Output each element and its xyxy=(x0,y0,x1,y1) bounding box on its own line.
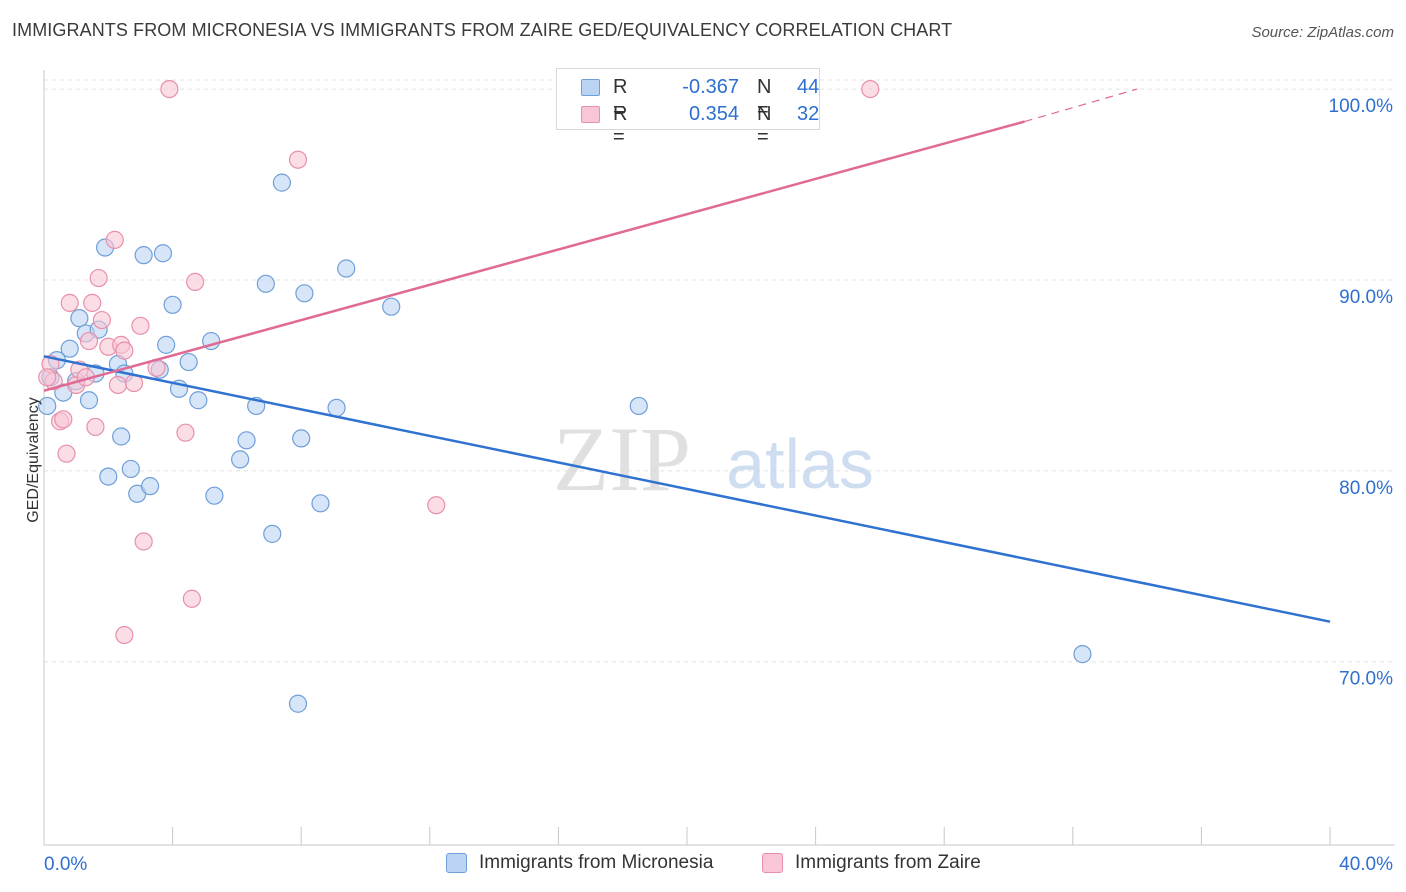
micronesia-point xyxy=(1073,645,1092,664)
stats-legend: R = -0.367 N = 44 R = 0.354 N = 32 xyxy=(556,68,820,148)
micronesia-point xyxy=(79,391,99,410)
micronesia-point xyxy=(256,274,275,293)
zaire-point xyxy=(57,444,76,463)
r-value: -0.367 xyxy=(682,76,739,98)
zaire-point xyxy=(105,230,124,249)
micronesia-point xyxy=(272,173,292,192)
zaire-point xyxy=(160,79,179,99)
micronesia-trend-line xyxy=(43,355,1331,623)
zaire-point xyxy=(79,331,99,351)
zaire-point xyxy=(89,268,108,288)
zaire-point xyxy=(288,150,308,169)
legend-label: Immigrants from Micronesia xyxy=(479,852,714,873)
r-label: R = xyxy=(613,76,628,121)
n-label: N = xyxy=(757,76,772,121)
y-axis-label: GED/Equivalency xyxy=(25,397,42,523)
micronesia-point xyxy=(70,309,89,328)
zaire-trend-extension xyxy=(1024,88,1138,123)
zaire-point xyxy=(134,532,153,551)
micronesia-point xyxy=(231,450,250,469)
micronesia-point xyxy=(157,335,176,354)
micronesia-point xyxy=(60,339,79,358)
zaire-point xyxy=(182,589,201,608)
micronesia-point xyxy=(134,246,153,265)
zaire-point xyxy=(108,375,128,395)
zaire-point xyxy=(115,341,134,360)
x-tick-label-min: 0.0% xyxy=(44,854,87,875)
n-label: N = xyxy=(757,103,772,148)
axis-layer xyxy=(43,70,1395,846)
micronesia-point xyxy=(327,398,346,417)
micronesia-point xyxy=(112,427,131,446)
zaire-point xyxy=(38,368,57,387)
zaire-point xyxy=(86,417,105,437)
trend-layer xyxy=(43,88,1331,623)
micronesia-point xyxy=(629,396,648,416)
watermark-atlas: atlas xyxy=(726,425,874,503)
y-tick-label: 90.0% xyxy=(1339,287,1393,308)
y-tick-label: 80.0% xyxy=(1339,478,1393,499)
points-layer xyxy=(38,79,1092,713)
micronesia-point xyxy=(237,431,256,450)
zaire-swatch xyxy=(581,106,600,123)
zaire-point xyxy=(861,79,880,99)
zaire-legend-swatch xyxy=(762,853,783,873)
micronesia-point xyxy=(263,524,282,543)
micronesia-point xyxy=(311,494,330,513)
micronesia-point xyxy=(140,477,160,496)
r-value: 0.354 xyxy=(688,103,739,125)
source-credit: Source: ZipAtlas.com xyxy=(1251,24,1394,41)
micronesia-point xyxy=(153,244,173,263)
legend-label: Immigrants from Zaire xyxy=(795,852,981,873)
zaire-point xyxy=(131,316,150,335)
micronesia-legend-swatch xyxy=(446,853,467,873)
zaire-point xyxy=(427,496,446,515)
micronesia-swatch xyxy=(581,79,600,96)
micronesia-point xyxy=(292,429,311,448)
micronesia-point xyxy=(288,694,308,713)
x-tick-label-max: 40.0% xyxy=(1339,854,1393,875)
micronesia-point xyxy=(382,297,401,316)
watermark-zip: ZIP xyxy=(553,408,691,510)
zaire-trend-line xyxy=(43,120,1025,392)
chart-title: IMMIGRANTS FROM MICRONESIA VS IMMIGRANTS… xyxy=(12,20,953,40)
zaire-point xyxy=(92,310,111,330)
zaire-point xyxy=(83,293,102,312)
zaire-point xyxy=(54,410,73,429)
micronesia-point xyxy=(99,467,118,486)
zaire-point xyxy=(176,423,195,442)
micronesia-point xyxy=(121,459,140,479)
grid-layer xyxy=(44,79,1395,663)
n-value: 44 xyxy=(797,76,820,98)
ticklabel-layer: 70.0% 80.0% 90.0% 100.0% 0.0% 40.0% xyxy=(44,96,1393,875)
micronesia-point xyxy=(295,284,314,303)
micronesia-point xyxy=(38,396,57,416)
n-value: 32 xyxy=(797,103,820,125)
micronesia-point xyxy=(205,486,224,505)
micronesia-point xyxy=(163,295,182,314)
micronesia-point xyxy=(189,391,208,410)
y-tick-label: 70.0% xyxy=(1339,669,1393,690)
zaire-point xyxy=(115,625,134,645)
zaire-point xyxy=(60,293,79,312)
y-tick-label: 100.0% xyxy=(1329,96,1394,117)
zaire-point xyxy=(186,272,205,291)
micronesia-point xyxy=(179,352,198,372)
watermark: ZIP atlas xyxy=(553,408,874,510)
micronesia-point xyxy=(337,259,356,278)
r-label: R = xyxy=(613,103,628,148)
